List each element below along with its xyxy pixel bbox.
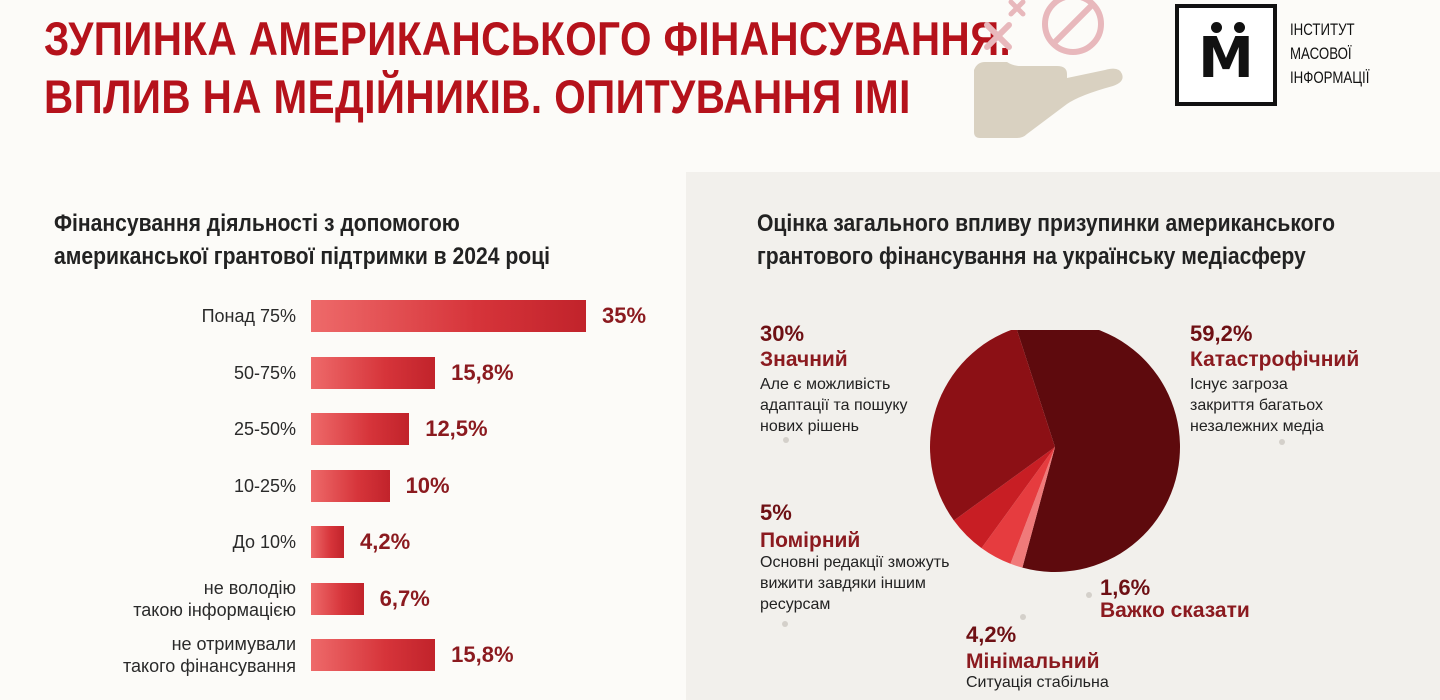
bar-category-label: 10-25% <box>36 475 296 497</box>
logo-dot-left <box>1211 22 1222 33</box>
logo-dot-right <box>1234 22 1245 33</box>
page-title-line-2: ВПЛИВ НА МЕДІЙНИКІВ. ОПИТУВАННЯ ІМІ <box>44 70 911 123</box>
bar <box>311 639 436 671</box>
leader-dot <box>783 437 789 443</box>
pie-label-value-significant: 30% <box>760 321 805 346</box>
bar <box>311 582 364 615</box>
pie-desc-line: Ситуація стабільна <box>966 674 1109 691</box>
pie-desc-line: ресурсам <box>760 596 831 613</box>
bar-category-label: Понад 75% <box>36 305 296 327</box>
bar-category-label-line: не отримували <box>171 634 296 654</box>
logo-text-line-2: МАСОВОЇ <box>1290 44 1352 63</box>
pie-label-name-hard-to-say: Важко сказати <box>1100 599 1250 622</box>
pie-label-desc-significant: Але є можливість адаптації та пошуку нов… <box>760 374 908 437</box>
pie-desc-line: незалежних медіа <box>1190 418 1324 435</box>
pie-label-name-moderate: Помірний <box>760 529 861 552</box>
pie-desc-line: закриття багатьох <box>1190 397 1323 414</box>
bar <box>311 526 344 558</box>
pie-label-value-minimal: 4,2% <box>966 622 1017 647</box>
pie-slice <box>953 447 1055 549</box>
pie-chart-title: Оцінка загального впливу призупинки амер… <box>757 207 1335 273</box>
bar-category-label-line: 25-50% <box>233 419 296 439</box>
bar <box>311 356 436 389</box>
bar-chart-title-line-1: Фінансування діяльності з допомогою <box>54 210 460 237</box>
pie-label-desc-catastrophic: Існує загроза закриття багатьох незалежн… <box>1190 374 1324 437</box>
pie-desc-line: вижити завдяки іншим <box>760 575 926 592</box>
bar <box>311 413 410 445</box>
bar <box>311 300 586 332</box>
bar-category-label-line: 50-75% <box>233 362 296 383</box>
logo-text: ІНСТИТУТ МАСОВОЇ ІНФОРМАЦІЇ <box>1290 18 1376 90</box>
pie-slice <box>930 330 1055 521</box>
bar-value-label: 6,7% <box>379 585 430 611</box>
bar-category-label-line: такого фінансування <box>122 656 296 676</box>
bar-value-label: 15,8% <box>451 359 514 385</box>
pie-slice <box>981 447 1055 564</box>
pie-slice <box>1010 447 1055 568</box>
pie-chart-title-line-2: грантового фінансування на українську ме… <box>757 243 1306 270</box>
pie-slice <box>1016 330 1180 572</box>
pie-label-desc-moderate: Основні редакції зможуть вижити завдяки … <box>760 552 949 615</box>
bar-category-label: не володію такою інформацією <box>36 577 296 621</box>
leader-dot <box>1086 592 1092 598</box>
bar-category-label: не отримували такого фінансування <box>36 633 296 677</box>
bar-value-label: 35% <box>602 303 647 328</box>
pie-desc-line: Основні редакції зможуть <box>760 554 950 571</box>
bar-category-label: 25-50% <box>36 418 296 440</box>
logo-text-line-3: ІНФОРМАЦІЇ <box>1290 68 1370 87</box>
pie-label-name-catastrophic: Катастрофічний <box>1190 348 1360 371</box>
bar-category-label-line: не володію <box>203 577 296 598</box>
bar-category-label-line: 10-25% <box>233 475 296 496</box>
pie-desc-line: адаптації та пошуку <box>760 397 908 414</box>
bar <box>311 469 390 502</box>
bar-category-label-line: такою інформацією <box>133 599 296 620</box>
bar-value-label: 15,8% <box>451 642 514 667</box>
pie-chart-title-line-1: Оцінка загального впливу призупинки амер… <box>757 210 1335 237</box>
bar-category-label-line: Понад 75% <box>201 306 296 326</box>
pie-desc-line: Існує загроза <box>1190 376 1288 393</box>
logo-text-line-1: ІНСТИТУТ <box>1290 20 1355 39</box>
leader-dot <box>782 621 788 627</box>
logo-letter: M <box>1198 26 1254 91</box>
pie-label-name-significant: Значний <box>760 348 848 371</box>
pie-label-name-minimal: Мінімальний <box>966 650 1100 673</box>
pie-desc-line: нових рішень <box>760 418 859 435</box>
pie-label-value-catastrophic: 59,2% <box>1190 321 1253 346</box>
pie-label-desc-minimal: Ситуація стабільна <box>966 672 1109 693</box>
page-title-line-1: ЗУПИНКА АМЕРИКАНСЬКОГО ФІНАНСУВАННЯ. <box>44 12 1012 65</box>
bar-chart-title: Фінансування діяльності з допомогою амер… <box>54 207 550 273</box>
bar-value-label: 10% <box>405 472 450 498</box>
bar-value-label: 4,2% <box>360 529 411 554</box>
imi-logo: M <box>1175 4 1277 106</box>
bar-chart-title-line-2: американської грантової підтримки в 2024… <box>54 243 551 270</box>
pie-chart <box>930 330 1180 572</box>
leader-dot <box>1279 439 1285 445</box>
bar-category-label-line: До 10% <box>232 532 296 552</box>
pie-desc-line: Але є можливість <box>760 376 891 393</box>
page-title: ЗУПИНКА АМЕРИКАНСЬКОГО ФІНАНСУВАННЯ. ВПЛ… <box>44 10 1011 126</box>
hand-with-cross-and-forbidden-sign-icon <box>974 0 1123 138</box>
bar-category-label: 50-75% <box>36 362 296 384</box>
pie-label-value-moderate: 5% <box>760 500 792 525</box>
pie-label-value-hard-to-say: 1,6% <box>1100 575 1151 600</box>
leader-dot <box>1020 614 1026 620</box>
bar-value-label: 12,5% <box>425 416 488 441</box>
bar-category-label: До 10% <box>36 531 296 553</box>
